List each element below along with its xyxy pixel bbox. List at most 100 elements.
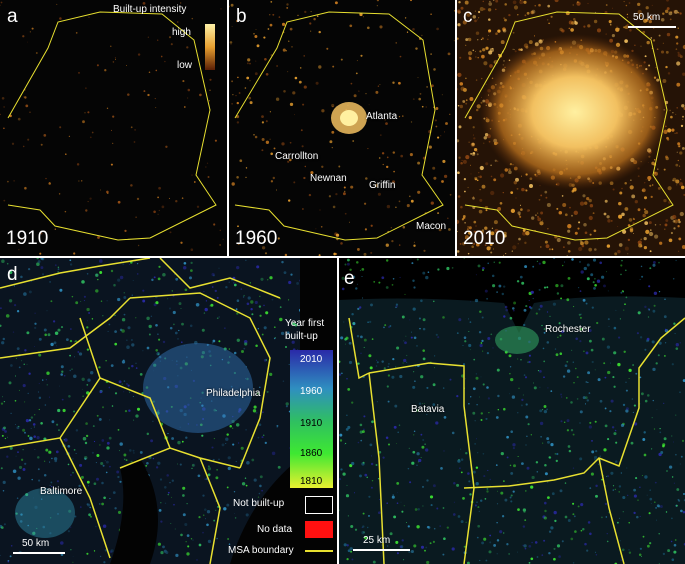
settlement-dot [403,358,407,363]
settlement-dot [123,391,125,393]
settlement-dot [253,133,255,136]
year-tick-1810: 1810 [300,476,323,487]
settlement-dot [189,324,193,328]
settlement-dot [265,140,270,144]
settlement-dot [420,433,423,436]
settlement-dot [75,340,77,342]
settlement-dot [69,259,72,262]
settlement-dot [665,155,668,159]
settlement-dot [206,162,209,164]
settlement-dot [229,41,233,44]
settlement-dot [536,556,539,558]
settlement-dot [185,541,187,543]
settlement-dot [392,278,395,280]
settlement-dot [279,306,282,308]
settlement-dot [263,36,266,39]
settlement-dot [664,328,667,331]
settlement-dot [555,283,559,288]
settlement-dot [205,518,207,520]
settlement-dot [467,186,469,189]
settlement-dot [57,408,61,413]
settlement-dot [667,128,672,133]
settlement-dot [266,390,269,393]
settlement-dot [479,499,483,502]
settlement-dot [457,9,461,14]
settlement-dot [135,216,137,219]
settlement-dot [224,327,226,329]
panel-letter: c [463,6,473,27]
settlement-dot [584,542,587,546]
settlement-dot [154,98,156,100]
settlement-dot [411,461,415,465]
settlement-dot [351,558,354,561]
settlement-dot [6,262,9,265]
settlement-dot [379,134,382,136]
settlement-dot [13,180,15,182]
settlement-dot [646,494,648,496]
settlement-dot [467,318,469,320]
settlement-dot [468,403,470,405]
settlement-dot [490,333,493,336]
settlement-dot [206,510,211,514]
settlement-dot [676,107,678,109]
settlement-dot [587,24,591,28]
settlement-dot [556,452,559,456]
settlement-dot [664,355,666,357]
settlement-dot [539,421,544,426]
settlement-dot [78,71,80,74]
settlement-dot [116,470,120,474]
settlement-dot [395,306,397,308]
settlement-dot [567,277,571,280]
settlement-dot [27,392,29,395]
settlement-dot [351,401,354,404]
settlement-dot [531,216,535,220]
settlement-dot [107,330,109,332]
settlement-dot [665,50,669,54]
settlement-dot [624,303,626,306]
settlement-dot [665,219,669,222]
settlement-dot [659,241,663,245]
settlement-dot [69,339,73,343]
settlement-dot [426,560,430,564]
settlement-dot [391,239,394,243]
settlement-dot [229,5,230,8]
settlement-dot [180,241,183,244]
settlement-dot [110,364,114,367]
settlement-dot [489,48,494,53]
settlement-dot [299,67,302,69]
settlement-dot [633,232,635,234]
settlement-dot [386,385,389,388]
settlement-dot [409,319,411,321]
settlement-dot [676,505,678,507]
settlement-dot [96,477,99,481]
settlement-dot [90,515,92,518]
settlement-dot [620,559,622,561]
settlement-dot [67,530,70,533]
settlement-dot [670,231,673,235]
settlement-dot [613,432,617,436]
settlement-dot [135,362,137,364]
settlement-dot [462,215,466,218]
settlement-dot [472,151,476,155]
settlement-dot [142,2,146,5]
settlement-dot [433,68,436,71]
settlement-dot [21,360,23,362]
settlement-dot [356,247,360,251]
settlement-dot [361,430,365,434]
settlement-dot [525,305,528,308]
settlement-dot [425,448,429,452]
settlement-dot [638,553,642,556]
settlement-dot [648,512,651,515]
settlement-dot [603,448,607,452]
settlement-dot [196,205,200,208]
settlement-dot [395,42,397,44]
settlement-dot [363,202,367,205]
settlement-dot [587,521,591,524]
settlement-dot [536,471,539,473]
settlement-dot [478,396,480,398]
settlement-dot [623,350,626,353]
settlement-dot [416,409,419,412]
settlement-dot [142,350,144,352]
settlement-dot [672,177,677,182]
settlement-dot [393,170,395,173]
